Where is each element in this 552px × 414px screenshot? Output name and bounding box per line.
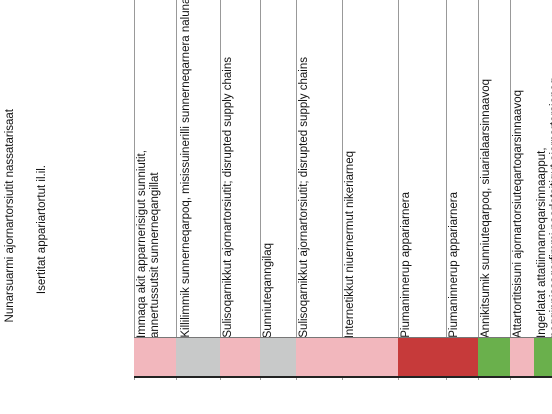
column-divider xyxy=(342,0,343,380)
column-divider xyxy=(510,0,511,380)
status-cell xyxy=(176,338,220,376)
column-label: Killilimmik sunnerneqarpoq, misissuineri… xyxy=(180,0,192,338)
page-subtitle: Isertitat appariartortut il.il. xyxy=(36,164,48,294)
column-label: Annikitsumik sunniuteqarpoq, siuarialaar… xyxy=(480,79,492,338)
row-rule-top xyxy=(134,337,552,338)
status-cell xyxy=(446,338,478,376)
column-divider xyxy=(446,0,447,380)
column-divider xyxy=(220,0,221,380)
column-divider xyxy=(260,0,261,380)
column-divider xyxy=(478,0,479,380)
status-cell xyxy=(220,338,260,376)
column-label: Sulisoqarnikkut ajornartorsiutit; disrup… xyxy=(298,57,310,338)
column-divider xyxy=(176,0,177,380)
status-cell xyxy=(134,338,176,376)
column-label: Sulisoqarnikkut ajornartorsiutit; disrup… xyxy=(222,57,234,338)
column-label: Immaqa akit apparnerisigut sunniutit, an… xyxy=(136,150,161,338)
column-divider xyxy=(398,0,399,380)
page-title: Nunarsuarmi ajornartorsiutit nassatarisa… xyxy=(4,108,16,322)
column-label: Internetikkut niuernermut nikeriarneq xyxy=(344,150,356,338)
status-cell xyxy=(510,338,534,376)
column-label: Attartortitsisuni ajornartorsiuteqartoqa… xyxy=(512,89,524,338)
column-label: Sunniuteqanngilaq xyxy=(262,242,274,338)
column-divider xyxy=(296,0,297,380)
status-cell xyxy=(534,338,552,376)
status-cell xyxy=(260,338,296,376)
status-cell xyxy=(478,338,510,376)
column-label: Ingerlatat attatiinnarneqarsinnaapput, p… xyxy=(536,77,552,338)
column-label: Piumaninnerup appariarnera xyxy=(400,192,412,338)
row-rule-bottom xyxy=(134,376,552,378)
column-label: Piumaninnerup appariarnera xyxy=(448,192,460,338)
status-cell xyxy=(296,338,342,376)
column-divider xyxy=(134,0,135,380)
status-cell xyxy=(398,338,446,376)
status-cell xyxy=(342,338,398,376)
